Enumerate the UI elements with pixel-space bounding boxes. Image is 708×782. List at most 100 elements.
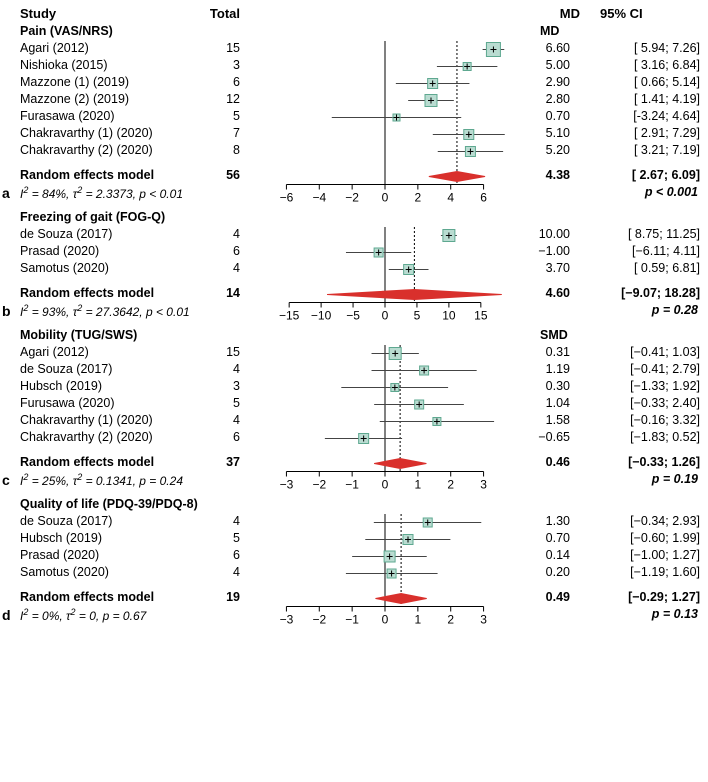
svg-text:6: 6 — [480, 191, 487, 205]
study-name: Mazzone (2) (2019) — [20, 92, 129, 106]
svg-text:−6: −6 — [280, 191, 294, 205]
svg-text:5: 5 — [414, 309, 421, 323]
study-name: de Souza (2017) — [20, 362, 112, 376]
study-est: 1.19 — [510, 362, 570, 376]
svg-text:0: 0 — [382, 613, 389, 627]
svg-text:1: 1 — [415, 613, 422, 627]
forest-plot-a: −6−4−20246 — [270, 37, 500, 213]
study-ci: [−0.41; 1.03] — [575, 345, 700, 359]
panel-label: b — [2, 303, 11, 319]
study-n: 15 — [190, 41, 240, 55]
study-ci: [−6.11; 4.11] — [575, 244, 700, 258]
heterogeneity: I2 = 0%, τ2 = 0, p = 0.67 — [20, 607, 146, 623]
study-n: 6 — [190, 430, 240, 444]
study-name: Mazzone (1) (2019) — [20, 75, 129, 89]
study-ci: [ 3.16; 6.84] — [575, 58, 700, 72]
study-ci: [−0.60; 1.99] — [575, 531, 700, 545]
study-n: 4 — [190, 227, 240, 241]
study-ci: [−0.34; 2.93] — [575, 514, 700, 528]
study-n: 4 — [190, 261, 240, 275]
study-est: 0.14 — [510, 548, 570, 562]
svg-text:10: 10 — [442, 309, 456, 323]
study-est: 3.70 — [510, 261, 570, 275]
p-value: p = 0.13 — [652, 607, 698, 621]
study-ci: [−1.33; 1.92] — [575, 379, 700, 393]
forest-plot-c: −3−2−10123 — [270, 341, 500, 500]
svg-text:−2: −2 — [312, 613, 326, 627]
study-name: Chakravarthy (2) (2020) — [20, 143, 153, 157]
svg-text:4: 4 — [447, 191, 454, 205]
svg-text:−4: −4 — [312, 191, 326, 205]
study-ci: [ 0.59; 6.81] — [575, 261, 700, 275]
header-ci: 95% CI — [600, 6, 708, 21]
study-n: 3 — [190, 58, 240, 72]
study-n: 15 — [190, 345, 240, 359]
svg-text:−5: −5 — [346, 309, 360, 323]
p-value: p < 0.001 — [645, 185, 698, 199]
forest-plot-figure: StudyTotalMD95% CIPain (VAS/NRS)MDAgari … — [0, 0, 708, 782]
heterogeneity: I2 = 84%, τ2 = 2.3373, p < 0.01 — [20, 185, 183, 201]
study-est: 10.00 — [510, 227, 570, 241]
study-n: 4 — [190, 362, 240, 376]
study-ci: [−0.33; 2.40] — [575, 396, 700, 410]
panel-label: d — [2, 607, 11, 623]
effect-label: MD — [540, 24, 559, 38]
study-name: de Souza (2017) — [20, 514, 112, 528]
study-n: 8 — [190, 143, 240, 157]
svg-text:15: 15 — [474, 309, 488, 323]
study-n: 4 — [190, 514, 240, 528]
study-n: 6 — [190, 75, 240, 89]
study-ci: [ 3.21; 7.19] — [575, 143, 700, 157]
header-row: StudyTotalMD95% CI — [0, 6, 708, 24]
study-n: 6 — [190, 548, 240, 562]
svg-text:0: 0 — [382, 309, 389, 323]
study-name: Prasad (2020) — [20, 244, 99, 258]
study-est: 2.80 — [510, 92, 570, 106]
study-ci: [ 1.41; 4.19] — [575, 92, 700, 106]
effect-label: SMD — [540, 328, 568, 342]
study-est: 5.20 — [510, 143, 570, 157]
study-name: Prasad (2020) — [20, 548, 99, 562]
study-name: Agari (2012) — [20, 41, 89, 55]
svg-text:−2: −2 — [312, 478, 326, 492]
study-est: 5.00 — [510, 58, 570, 72]
svg-text:0: 0 — [382, 478, 389, 492]
study-name: Agari (2012) — [20, 345, 89, 359]
study-ci: [−1.00; 1.27] — [575, 548, 700, 562]
study-name: Chakravarthy (1) (2020) — [20, 126, 153, 140]
study-name: Samotus (2020) — [20, 565, 109, 579]
study-n: 7 — [190, 126, 240, 140]
study-est: −1.00 — [510, 244, 570, 258]
study-est: 0.70 — [510, 109, 570, 123]
study-n: 4 — [190, 413, 240, 427]
study-est: 5.10 — [510, 126, 570, 140]
header-study: Study — [20, 6, 56, 21]
study-n: 6 — [190, 244, 240, 258]
header-md: MD — [530, 6, 580, 21]
heterogeneity: I2 = 25%, τ2 = 0.1341, p = 0.24 — [20, 472, 183, 488]
study-n: 3 — [190, 379, 240, 393]
svg-text:−1: −1 — [345, 478, 359, 492]
heterogeneity: I2 = 93%, τ2 = 27.3642, p < 0.01 — [20, 303, 190, 319]
study-name: Furusawa (2020) — [20, 396, 115, 410]
svg-text:3: 3 — [480, 478, 487, 492]
study-ci: [-3.24; 4.64] — [575, 109, 700, 123]
study-name: de Souza (2017) — [20, 227, 112, 241]
study-est: 1.58 — [510, 413, 570, 427]
svg-text:0: 0 — [382, 191, 389, 205]
study-est: 6.60 — [510, 41, 570, 55]
svg-text:2: 2 — [447, 613, 454, 627]
study-ci: [ 2.91; 7.29] — [575, 126, 700, 140]
study-ci: [−1.19; 1.60] — [575, 565, 700, 579]
study-est: 0.30 — [510, 379, 570, 393]
study-ci: [−0.41; 2.79] — [575, 362, 700, 376]
svg-text:−10: −10 — [311, 309, 332, 323]
study-est: 1.04 — [510, 396, 570, 410]
svg-text:−1: −1 — [345, 613, 359, 627]
study-n: 5 — [190, 531, 240, 545]
study-est: 0.70 — [510, 531, 570, 545]
panel-label: c — [2, 472, 10, 488]
study-n: 5 — [190, 396, 240, 410]
svg-text:2: 2 — [415, 191, 422, 205]
study-ci: [ 0.66; 5.14] — [575, 75, 700, 89]
